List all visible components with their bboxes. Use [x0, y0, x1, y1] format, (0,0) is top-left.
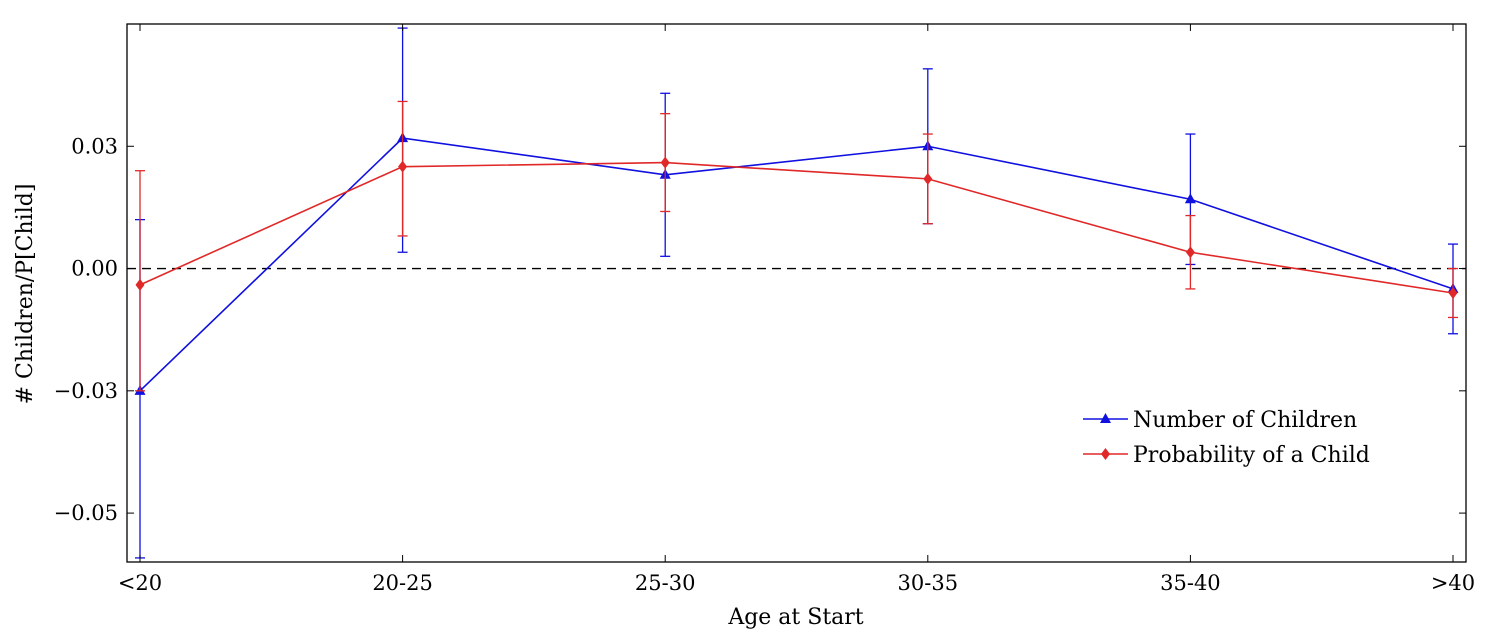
y-tick-label: 0.03: [71, 134, 118, 158]
data-point: [135, 278, 145, 291]
axes: <20 20-25 25-30 30-35 35-40 >40 −0.05 −0.03 0.00…: [54, 23, 1475, 595]
y-tick-label: −0.05: [54, 501, 118, 525]
data-point: [1185, 246, 1195, 259]
series-line: [139, 137, 1454, 392]
data-point: [1448, 287, 1458, 299]
legend: Number of Children Probability of a Child: [1083, 408, 1370, 468]
legend-marker: [1101, 448, 1110, 460]
x-tick-label: 20-25: [372, 571, 433, 595]
y-axis-label: # Children/P[Child]: [13, 184, 38, 405]
legend-label: Probability of a Child: [1133, 443, 1370, 468]
series-2: [135, 100, 1458, 392]
plot-frame: [126, 23, 1467, 563]
data-point: [1184, 193, 1196, 204]
data-point: [660, 156, 670, 169]
x-axis-label: Age at Start: [727, 605, 863, 630]
data-point: [923, 172, 933, 185]
series-1: [134, 27, 1459, 559]
x-tick-label: 30-35: [898, 571, 959, 595]
y-tick-label: 0.00: [71, 257, 118, 281]
y-tick-label: −0.03: [54, 379, 118, 403]
data-point: [398, 160, 408, 173]
legend-marker: [1100, 413, 1111, 423]
plot-area: [127, 27, 1466, 559]
x-tick-label: <20: [118, 571, 162, 595]
legend-label: Number of Children: [1133, 408, 1357, 433]
x-tick-label: 35-40: [1160, 571, 1221, 595]
x-tick-label: 25-30: [635, 571, 696, 595]
x-tick-label: >40: [1431, 571, 1475, 595]
series-line: [139, 161, 1454, 294]
